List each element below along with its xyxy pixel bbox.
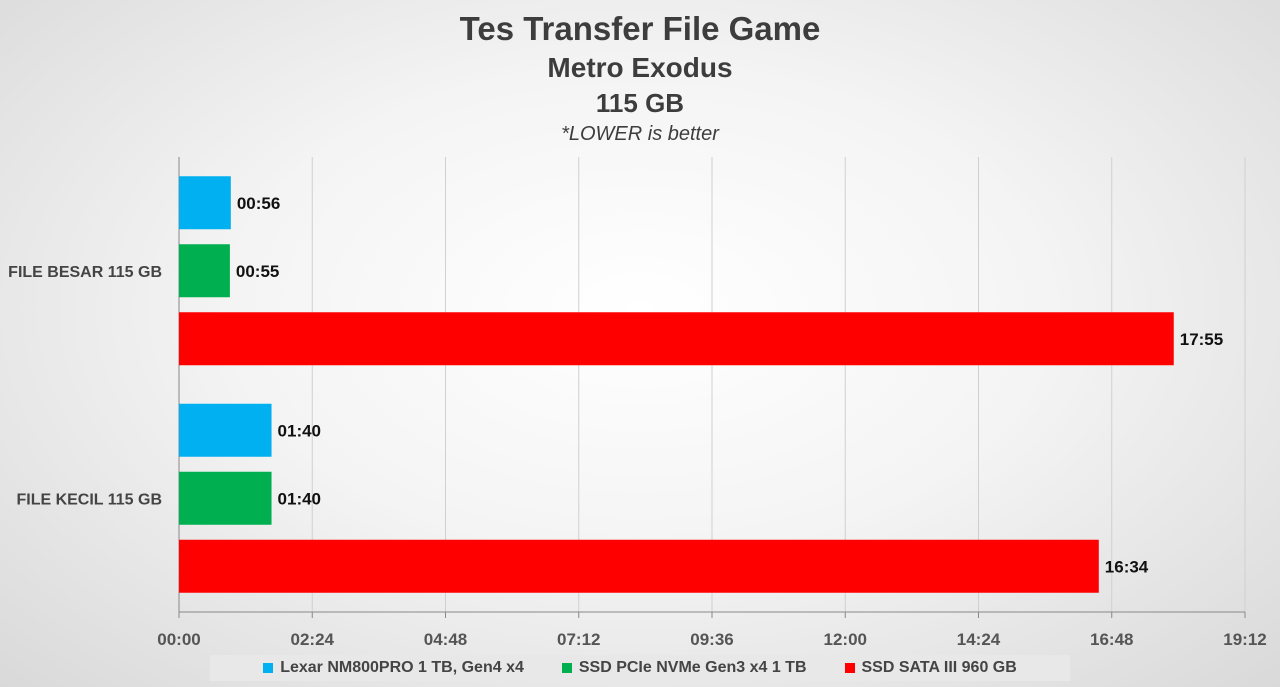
chart-title: Tes Transfer File Game: [459, 10, 821, 47]
chart-note: *LOWER is better: [561, 123, 719, 145]
legend-item-nvme: SSD PCIe NVMe Gen3 x4 1 TB: [561, 659, 807, 677]
legend-label-sata: SSD SATA III 960 GB: [861, 659, 1017, 676]
x-tick-label: 14:24: [957, 630, 1001, 649]
data-label: 01:40: [278, 421, 321, 440]
bar: [179, 539, 1099, 593]
data-label: 17:55: [1180, 330, 1223, 349]
data-label: 00:55: [236, 262, 279, 281]
data-label: 16:34: [1105, 557, 1149, 576]
legend-swatch-lexar: [263, 663, 274, 673]
bar: [179, 244, 230, 298]
bar: [179, 403, 272, 457]
legend-item-lexar: Lexar NM800PRO 1 TB, Gen4 x4: [263, 659, 524, 677]
x-tick-label: 12:00: [824, 630, 867, 649]
x-tick-label: 16:48: [1090, 630, 1133, 649]
bar: [179, 471, 272, 525]
legend-swatch-sata: [844, 663, 855, 673]
legend-label-lexar: Lexar NM800PRO 1 TB, Gen4 x4: [280, 659, 524, 676]
legend-swatch-nvme: [561, 663, 572, 673]
bar: [179, 312, 1174, 366]
x-tick-label: 19:12: [1223, 630, 1266, 649]
data-label: 00:56: [237, 194, 280, 213]
category-label: FILE BESAR 115 GB: [8, 264, 162, 281]
legend-label-nvme: SSD PCIe NVMe Gen3 x4 1 TB: [578, 659, 807, 676]
x-tick-label: 02:24: [291, 630, 335, 649]
x-tick-label: 00:00: [157, 630, 200, 649]
chart-subtitle: Metro Exodus: [547, 52, 733, 83]
chart-subtitle-size: 115 GB: [595, 88, 685, 118]
legend: Lexar NM800PRO 1 TB, Gen4 x4 SSD PCIe NV…: [210, 655, 1070, 681]
x-tick-label: 09:36: [690, 630, 733, 649]
x-tick-label: 04:48: [424, 630, 467, 649]
category-label: FILE KECIL 115 GB: [16, 491, 162, 508]
x-tick-label: 07:12: [557, 630, 600, 649]
data-label: 01:40: [278, 489, 321, 508]
bar: [179, 176, 231, 230]
legend-item-sata: SSD SATA III 960 GB: [844, 659, 1017, 677]
